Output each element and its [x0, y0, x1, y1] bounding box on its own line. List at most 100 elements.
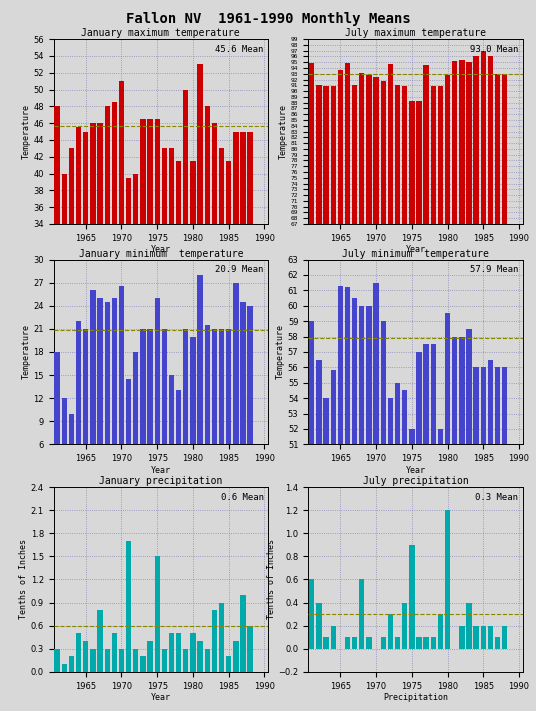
Bar [212, 328, 217, 491]
Bar [445, 510, 450, 648]
Bar [338, 70, 343, 611]
Bar [309, 63, 315, 611]
Bar [176, 390, 181, 491]
Bar [438, 429, 443, 711]
Text: 57.9 Mean: 57.9 Mean [470, 265, 518, 274]
Bar [76, 127, 81, 510]
Bar [416, 102, 422, 611]
Bar [316, 602, 322, 648]
Bar [481, 50, 486, 611]
Bar [55, 648, 60, 672]
Bar [140, 328, 146, 491]
Text: 0.6 Mean: 0.6 Mean [221, 493, 264, 501]
Title: July minimum  temperature: July minimum temperature [342, 249, 489, 259]
Title: July maximum temperature: July maximum temperature [345, 28, 486, 38]
Bar [169, 149, 174, 510]
Bar [316, 85, 322, 611]
Bar [416, 637, 422, 648]
Bar [495, 637, 500, 648]
Bar [119, 81, 124, 510]
Bar [430, 87, 436, 611]
Text: 20.9 Mean: 20.9 Mean [215, 265, 264, 274]
Bar [323, 637, 329, 648]
Bar [381, 80, 386, 611]
Y-axis label: Tenths of Inches: Tenths of Inches [19, 540, 28, 619]
Y-axis label: Temperature: Temperature [279, 104, 288, 159]
Bar [190, 161, 196, 510]
Bar [409, 545, 414, 648]
Bar [133, 648, 138, 672]
Bar [76, 634, 81, 672]
Bar [359, 579, 364, 648]
Bar [154, 119, 160, 510]
Bar [323, 87, 329, 611]
Title: January minimum  temperature: January minimum temperature [79, 249, 243, 259]
Bar [233, 282, 239, 491]
Bar [502, 368, 508, 711]
Bar [98, 298, 103, 491]
Bar [395, 85, 400, 611]
Bar [366, 637, 371, 648]
Bar [352, 637, 358, 648]
Bar [126, 379, 131, 491]
Bar [366, 75, 371, 611]
Bar [438, 87, 443, 611]
Bar [154, 298, 160, 491]
Text: Fallon NV  1961-1990 Monthly Means: Fallon NV 1961-1990 Monthly Means [125, 12, 411, 26]
Y-axis label: Temperature: Temperature [21, 104, 31, 159]
Bar [147, 119, 153, 510]
Bar [452, 61, 457, 611]
Bar [133, 352, 138, 491]
Y-axis label: Tenths of Inches: Tenths of Inches [266, 540, 276, 619]
Bar [62, 173, 67, 510]
Bar [226, 656, 232, 672]
Bar [495, 368, 500, 711]
Bar [133, 173, 138, 510]
Bar [90, 123, 95, 510]
Bar [98, 123, 103, 510]
Bar [183, 90, 189, 510]
Bar [240, 132, 245, 510]
Bar [55, 352, 60, 491]
Title: July precipitation: July precipitation [362, 476, 468, 486]
Bar [147, 641, 153, 672]
Bar [140, 119, 146, 510]
Bar [345, 63, 350, 611]
Bar [240, 595, 245, 672]
Bar [402, 87, 407, 611]
Bar [105, 302, 110, 491]
Bar [366, 306, 371, 711]
Bar [466, 602, 472, 648]
Bar [466, 328, 472, 711]
Bar [212, 610, 217, 672]
Bar [233, 641, 239, 672]
Bar [374, 283, 379, 711]
Bar [388, 64, 393, 611]
Bar [402, 390, 407, 711]
X-axis label: Year: Year [405, 466, 426, 475]
Bar [233, 132, 239, 510]
Bar [481, 368, 486, 711]
Bar [197, 275, 203, 491]
Title: January precipitation: January precipitation [99, 476, 222, 486]
Bar [176, 634, 181, 672]
Bar [183, 648, 189, 672]
Bar [359, 73, 364, 611]
Bar [502, 74, 508, 611]
Bar [473, 626, 479, 648]
Bar [83, 641, 88, 672]
Bar [381, 321, 386, 711]
Bar [183, 328, 189, 491]
Bar [147, 328, 153, 491]
Bar [219, 149, 224, 510]
Text: 93.0 Mean: 93.0 Mean [470, 45, 518, 53]
Bar [352, 85, 358, 611]
Bar [481, 626, 486, 648]
Bar [126, 541, 131, 672]
Bar [126, 178, 131, 510]
Bar [226, 328, 232, 491]
Bar [445, 75, 450, 611]
Bar [248, 626, 253, 672]
Bar [374, 77, 379, 611]
Bar [395, 637, 400, 648]
